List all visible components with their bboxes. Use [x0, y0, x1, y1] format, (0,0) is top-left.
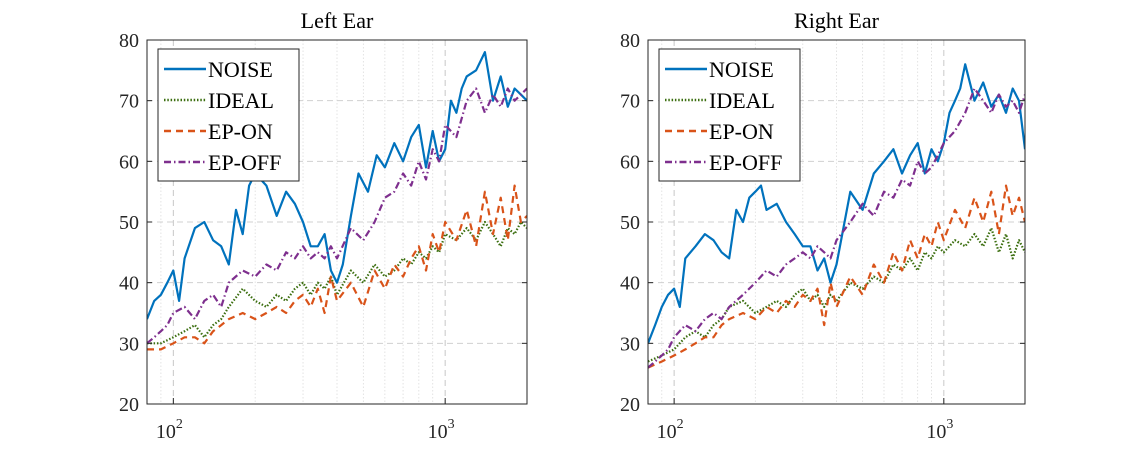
left-ear-chart: 20 30 40 50 60 70 80 102 103 Left Ear NOISE IDEAL EP…	[119, 8, 528, 443]
y-tick-label: 60	[119, 151, 139, 173]
y-tick-label: 50	[620, 212, 640, 234]
y-tick-label: 80	[620, 30, 640, 52]
y-tick-label: 70	[620, 91, 640, 113]
x-tick-label: 103	[428, 417, 455, 443]
legend: NOISE IDEAL EP-ON EP-OFF	[658, 48, 801, 182]
legend-label-ep-on: EP-ON	[709, 119, 774, 144]
x-tick-label: 103	[926, 417, 953, 443]
y-tick-label: 80	[119, 30, 139, 52]
y-tick-label: 60	[620, 151, 640, 173]
legend: NOISE IDEAL EP-ON EP-OFF	[157, 48, 300, 182]
series-line-ep-on	[147, 184, 527, 351]
legend-label-noise: NOISE	[709, 57, 774, 82]
series-line-ep-on	[648, 184, 1025, 369]
chart-title: Right Ear	[794, 8, 880, 33]
y-tick-label: 20	[620, 394, 640, 416]
legend-label-ep-off: EP-OFF	[709, 150, 782, 175]
right-ear-chart: 20 30 40 50 60 70 80 102 103 Right Ear NOISE IDEAL E…	[620, 8, 1026, 443]
chart-title: Left Ear	[301, 8, 374, 33]
x-tick-label: 102	[156, 417, 183, 443]
legend-label-noise: NOISE	[208, 57, 273, 82]
y-tick-label: 30	[119, 333, 139, 355]
y-tick-label: 70	[119, 91, 139, 113]
y-tick-label: 40	[119, 273, 139, 295]
series-line-noise	[147, 51, 527, 320]
y-tick-label: 50	[119, 212, 139, 234]
y-tick-label: 30	[620, 333, 640, 355]
legend-label-ideal: IDEAL	[709, 88, 775, 113]
y-tick-label: 40	[620, 273, 640, 295]
x-tick-label: 102	[657, 417, 684, 443]
legend-box	[157, 48, 300, 182]
legend-label-ep-off: EP-OFF	[208, 150, 281, 175]
legend-box	[658, 48, 801, 182]
y-tick-label: 20	[119, 394, 139, 416]
series-line-ep-off	[648, 87, 1025, 369]
series-line-ep-off	[147, 87, 527, 345]
series-line-noise	[648, 63, 1025, 344]
legend-label-ideal: IDEAL	[208, 88, 274, 113]
legend-label-ep-on: EP-ON	[208, 119, 273, 144]
